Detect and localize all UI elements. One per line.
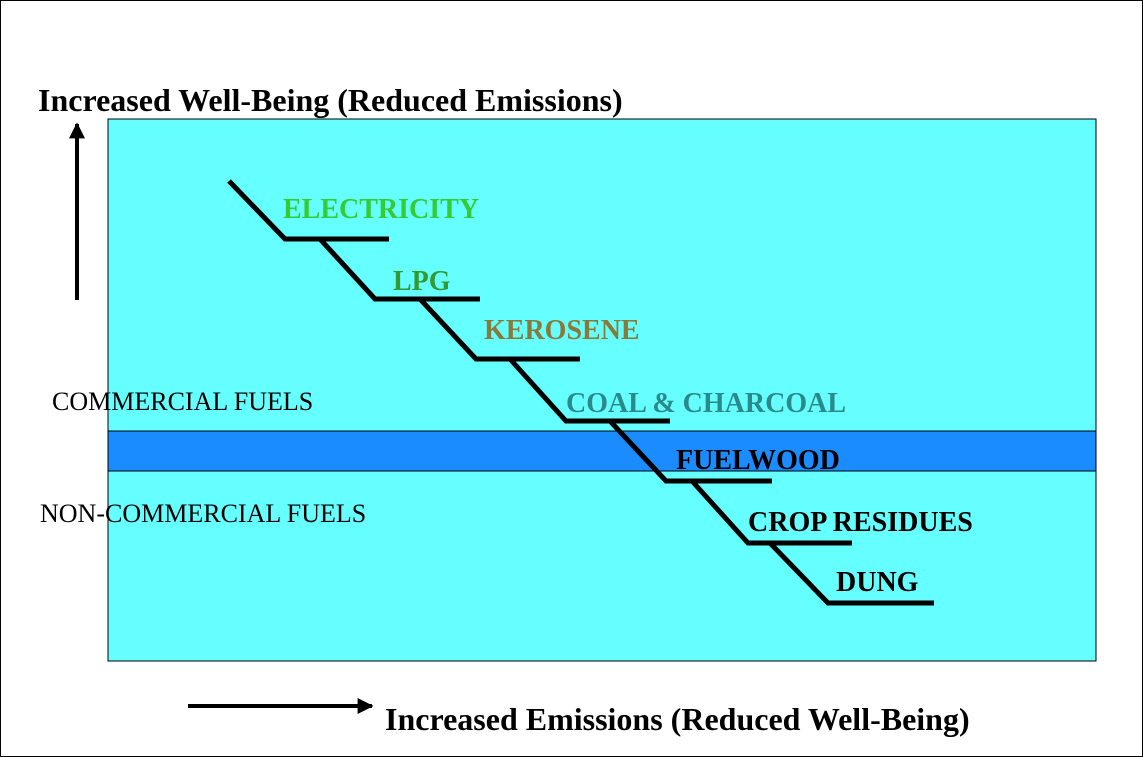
ladder <box>227 179 934 606</box>
step-label: ELECTRICITY <box>283 194 479 225</box>
title: Increased Well-Being (Reduced Emissions) <box>38 82 623 118</box>
step-label: DUNG <box>836 567 919 598</box>
region-label: COMMERCIAL FUELS <box>52 387 313 416</box>
x-label: Increased Emissions (Reduced Well-Being) <box>385 701 970 737</box>
region-label: NON-COMMERCIAL FUELS <box>40 499 366 528</box>
step-label: LPG <box>393 266 451 297</box>
step-label: CROP RESIDUES <box>748 507 973 538</box>
step-label: KEROSENE <box>484 315 640 346</box>
step-label: FUELWOOD <box>676 445 840 476</box>
step-label: COAL & CHARCOAL <box>566 388 846 419</box>
panel <box>107 118 1097 662</box>
divider-band <box>107 430 1097 472</box>
